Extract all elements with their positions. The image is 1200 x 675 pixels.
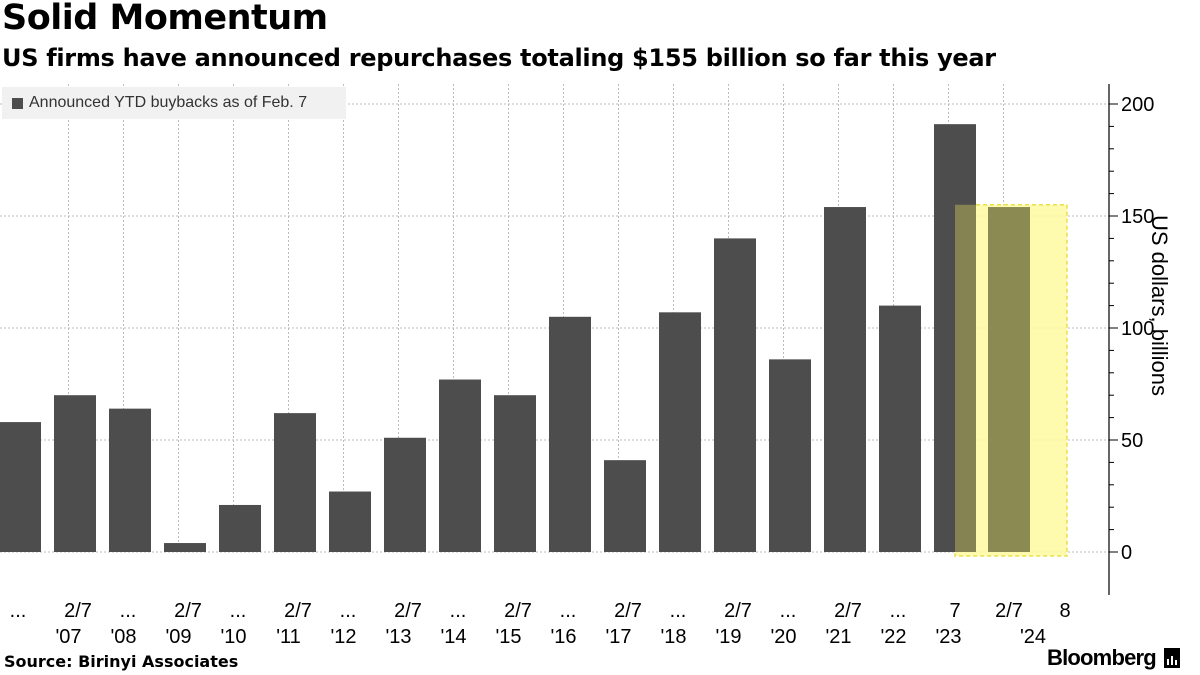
x-tick-label: 2/7 — [64, 600, 92, 622]
bar — [659, 312, 701, 552]
x-tick-label: 2/7 — [284, 600, 312, 622]
y-tick-label: 200 — [1121, 94, 1154, 116]
bar — [329, 491, 371, 552]
x-tick-label: ... — [120, 600, 137, 622]
bar — [274, 413, 316, 552]
x-tick-label-year: '23 — [935, 626, 961, 648]
bar — [714, 238, 756, 552]
bar — [219, 504, 261, 552]
x-tick-label: ... — [890, 600, 907, 622]
x-tick-label: 8 — [1059, 600, 1070, 622]
x-tick-label-year: '15 — [495, 626, 521, 648]
x-tick-label: 2/7 — [504, 600, 532, 622]
x-tick-label: 2/7 — [394, 600, 422, 622]
x-tick-label: ... — [560, 600, 577, 622]
bar — [769, 359, 811, 552]
bar — [494, 395, 536, 552]
x-tick-label: 2/7 — [174, 600, 202, 622]
bar — [549, 316, 591, 552]
x-tick-label: ... — [230, 600, 247, 622]
x-tick-label: ... — [450, 600, 467, 622]
x-tick-label-year: '21 — [825, 626, 851, 648]
x-tick-label-year: '10 — [220, 626, 246, 648]
x-tick-label-year: '19 — [715, 626, 741, 648]
y-tick-label: 150 — [1121, 206, 1154, 228]
y-tick-label: 50 — [1121, 430, 1143, 452]
y-axis-label: US dollars, billions — [1147, 215, 1172, 396]
bar — [109, 408, 151, 552]
y-axis-label-wrap: US dollars, billions — [1147, 215, 1200, 460]
terminal-icon — [1163, 648, 1180, 668]
x-tick-label-year: '08 — [110, 626, 136, 648]
legend: Announced YTD buybacks as of Feb. 7 — [2, 87, 346, 119]
x-tick-label: 2/7 — [834, 600, 862, 622]
x-tick-label: ... — [670, 600, 687, 622]
x-tick-label: 7 — [949, 600, 960, 622]
x-tick-label-year: '17 — [605, 626, 631, 648]
x-tick-label-year: '14 — [440, 626, 466, 648]
x-tick-label-year: '09 — [165, 626, 191, 648]
bar — [384, 437, 426, 552]
bar — [439, 379, 481, 552]
brand-text: Bloomberg — [1047, 645, 1157, 670]
bar — [879, 305, 921, 552]
x-tick-label-year: '11 — [276, 626, 301, 648]
x-tick-label-year: '22 — [880, 626, 906, 648]
bar — [0, 422, 41, 552]
bar — [604, 460, 646, 552]
x-tick-label: 2/7 — [995, 600, 1023, 622]
chart-subtitle: US firms have announced repurchases tota… — [2, 44, 996, 72]
source-note: Source: Birinyi Associates — [4, 652, 239, 671]
x-tick-label-year: '24 — [1020, 626, 1046, 648]
x-tick-label-year: '07 — [55, 626, 81, 648]
x-tick-label-year: '16 — [550, 626, 576, 648]
x-tick-label: 2/7 — [614, 600, 642, 622]
bar-highlight-overlap — [955, 204, 976, 553]
legend-swatch — [12, 97, 23, 109]
x-tick-label: ... — [340, 600, 357, 622]
x-tick-label: ... — [10, 600, 27, 622]
x-tick-label-year: '20 — [770, 626, 796, 648]
bloomberg-logo: Bloomberg — [1047, 645, 1180, 671]
legend-label: Announced YTD buybacks as of Feb. 7 — [29, 94, 308, 111]
x-tick-label-year: '13 — [385, 626, 411, 648]
y-tick-label: 100 — [1121, 318, 1154, 340]
x-tick-label-year: '18 — [660, 626, 686, 648]
y-tick-label: 0 — [1121, 542, 1132, 564]
x-tick-label-year: '12 — [330, 626, 356, 648]
x-tick-label: ... — [780, 600, 797, 622]
x-tick-label: 2/7 — [724, 600, 752, 622]
chart-title: Solid Momentum — [2, 0, 328, 38]
bar — [54, 395, 96, 552]
bar — [824, 207, 866, 553]
bar — [988, 207, 1030, 553]
bar — [164, 543, 206, 552]
